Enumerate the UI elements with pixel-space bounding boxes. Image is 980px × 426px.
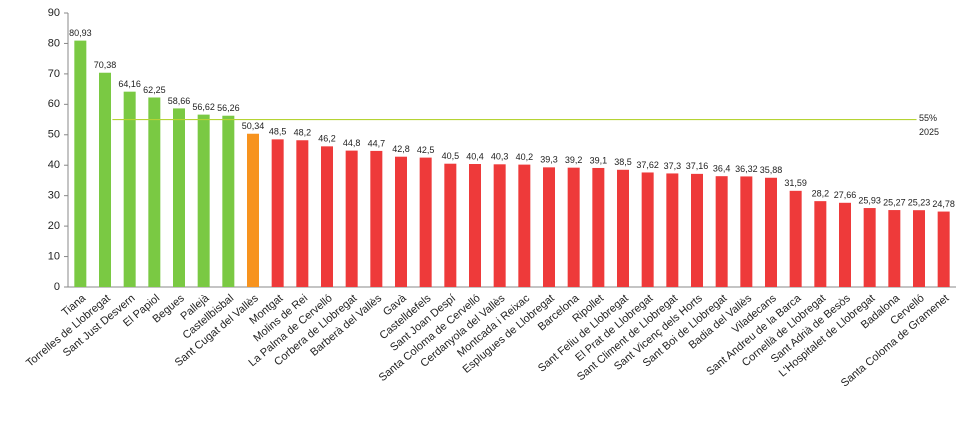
bar [617,169,629,287]
value-label: 42,5 [417,145,435,155]
bar [814,201,827,287]
value-label: 38,5 [614,157,632,167]
value-label: 37,3 [664,161,682,171]
y-tick-label: 60 [48,98,60,110]
y-tick-label: 30 [48,190,60,202]
bar [370,150,383,287]
value-label: 46,2 [318,134,336,144]
bar [863,208,876,287]
value-label: 37,16 [686,161,709,171]
bar [666,173,679,287]
value-label: 44,7 [368,138,386,148]
bar [691,173,703,287]
value-label: 25,93 [858,195,881,205]
value-label: 35,88 [760,165,783,175]
bar [271,139,284,287]
value-label: 48,2 [294,128,312,138]
bar [99,72,111,288]
bar [395,156,407,287]
value-label: 80,93 [69,28,92,38]
value-label: 40,3 [491,152,509,162]
value-label: 25,23 [908,198,931,208]
value-label: 28,2 [812,189,830,199]
value-label: 36,32 [735,164,758,174]
bar [937,211,950,287]
y-tick-label: 0 [54,281,60,293]
value-label: 56,26 [217,103,240,113]
bar [419,157,432,287]
value-label: 39,3 [540,155,558,165]
bar [123,91,136,287]
bar [715,176,728,287]
y-tick-label: 90 [48,7,60,19]
value-label: 37,62 [636,160,659,170]
value-label: 39,2 [565,155,583,165]
bar [444,163,457,287]
value-label: 31,59 [784,178,807,188]
value-label: 39,1 [590,155,608,165]
reference-label: 2025 [919,127,939,137]
bar [469,164,481,287]
value-label: 62,25 [143,85,166,95]
reference-label: 55% [919,113,937,123]
y-tick-label: 20 [48,220,60,232]
value-label: 56,62 [192,102,215,112]
bar [543,167,555,287]
y-tick-label: 80 [48,37,60,49]
bar [74,40,87,287]
bar [345,150,358,287]
bar [789,190,802,287]
value-label: 50,34 [242,121,265,131]
bar [567,167,580,287]
y-tick-label: 10 [48,250,60,262]
y-tick-label: 40 [48,159,60,171]
value-label: 40,5 [442,151,460,161]
y-tick-label: 50 [48,129,60,141]
value-label: 36,4 [713,164,731,174]
value-label: 27,66 [834,190,857,200]
value-label: 70,38 [94,60,117,70]
value-label: 44,8 [343,138,361,148]
bar [765,177,777,287]
value-label: 40,2 [516,152,534,162]
bar [641,172,654,287]
value-label: 64,16 [118,79,141,89]
bar [197,114,210,287]
bar [740,176,753,287]
bar [592,167,605,287]
bar [493,164,506,287]
bar [296,140,309,287]
bar [518,164,531,287]
bar [222,115,235,287]
bar [321,146,333,287]
value-label: 42,8 [392,144,410,154]
value-label: 40,4 [466,151,484,161]
bar [913,210,925,287]
y-tick-label: 70 [48,68,60,80]
bar [888,210,901,287]
value-label: 25,27 [883,197,906,207]
value-label: 48,5 [269,127,287,137]
bar [173,108,185,287]
value-label: 58,66 [168,96,191,106]
bar [148,97,161,287]
bar [839,202,851,287]
value-label: 24,78 [932,199,955,209]
bar [247,133,259,287]
